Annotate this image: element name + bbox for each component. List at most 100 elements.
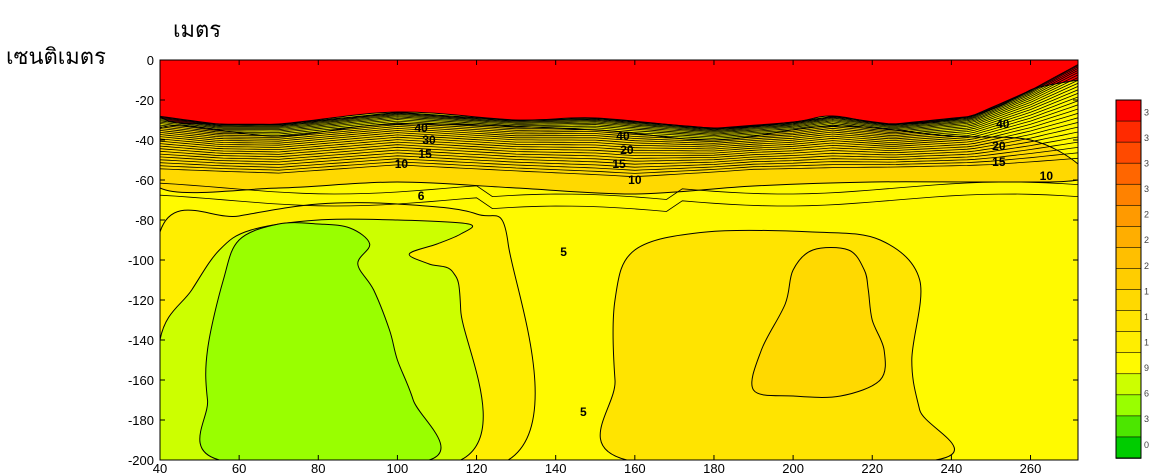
- contour-line-8: [160, 77, 1078, 135]
- contour-region-4: [199, 222, 442, 460]
- contour-regions: [160, 60, 1078, 460]
- y-tick-label-6: -120: [128, 293, 154, 308]
- colorbar-tick-label-2: 3: [1144, 158, 1149, 168]
- contour-line-16: [160, 104, 1078, 148]
- contour-line-3: [160, 66, 1078, 130]
- contour-line-25: [160, 147, 1078, 171]
- colorbar-swatch-14: [1115, 394, 1142, 417]
- contour-line-10: [160, 82, 1078, 138]
- contour-line-20: [160, 122, 1078, 157]
- contour-line-24: [160, 141, 1078, 168]
- y-tick-label-7: -140: [128, 333, 154, 348]
- contour-line-9: [160, 79, 1078, 137]
- y-axis: 0 -20 -40 -60 -80 -100 -120 -140 -160 -180 -200: [128, 53, 1078, 468]
- colorbar-swatch-3: [1115, 162, 1142, 186]
- y-tick-label-10: -200: [128, 453, 154, 468]
- contour-line-13: [160, 92, 1078, 143]
- colorbar-swatch-16: [1115, 436, 1142, 459]
- contour-line-11: [160, 86, 1078, 139]
- contour-line-26: [160, 152, 1078, 174]
- contour-label-7: 40: [616, 129, 630, 143]
- contour-line-17: [160, 108, 1078, 150]
- x-tick-label-7: 180: [703, 461, 725, 475]
- contour-label-14: 10: [1040, 169, 1054, 183]
- y-tick-label-2: -40: [135, 133, 154, 148]
- x-axis: 40 60 80 100 120 140 160 180 200 220 240 260: [153, 60, 1042, 475]
- contour-line-5: [160, 70, 1078, 132]
- y-tick-label-4: -80: [135, 213, 154, 228]
- contour-line-22: [160, 131, 1078, 162]
- colorbar-tick-label-6: 2: [1144, 261, 1149, 271]
- contour-label-0: 40: [414, 121, 428, 135]
- contour-label-11: 40: [996, 117, 1010, 131]
- colorbar-swatch-0: [1115, 99, 1142, 122]
- contour-line-4: [160, 68, 1078, 131]
- colorbar-swatch-15: [1115, 415, 1142, 438]
- colorbar-swatch-12: [1115, 352, 1142, 375]
- contour-label-1: 30: [422, 133, 436, 147]
- colorbar-tick-label-12: 3: [1144, 414, 1149, 424]
- contour-line-15: [160, 100, 1078, 146]
- y-tick-label-3: -60: [135, 173, 154, 188]
- contour-label-3: 10: [395, 157, 409, 171]
- contour-line-2: [160, 65, 1078, 130]
- colorbar-tick-label-13: 0: [1144, 440, 1149, 450]
- contour-label-13: 15: [992, 155, 1006, 169]
- x-tick-label-2: 80: [311, 461, 325, 475]
- x-tick-label-4: 120: [466, 461, 488, 475]
- y-axis-label: เซนติเมตร: [6, 45, 106, 70]
- colorbar-tick-label-5: 2: [1144, 235, 1149, 245]
- colorbar-swatch-11: [1115, 331, 1142, 354]
- x-tick-label-8: 200: [782, 461, 804, 475]
- colorbar-swatch-10: [1115, 310, 1142, 333]
- x-tick-label-11: 260: [1020, 461, 1042, 475]
- x-tick-label-9: 220: [861, 461, 883, 475]
- contour-label-10: 10: [628, 173, 642, 187]
- contour-line-18: [160, 112, 1078, 152]
- contour-lines: [160, 64, 1078, 212]
- colorbar-swatch-5: [1115, 204, 1142, 228]
- contour-line-mid-1: [160, 193, 1078, 212]
- colorbar-swatch-7: [1115, 247, 1142, 270]
- colorbar-tick-label-9: 1: [1144, 337, 1149, 347]
- contour-line-6: [160, 72, 1078, 133]
- contour-label-9: 15: [612, 157, 626, 171]
- contour-label-6: 5: [580, 405, 587, 419]
- y-tick-label-0: 0: [147, 53, 154, 68]
- contour-line-27: [160, 157, 1078, 178]
- x-tick-label-3: 100: [387, 461, 409, 475]
- y-tick-label-8: -160: [128, 373, 154, 388]
- contour-line-7: [160, 74, 1078, 134]
- colorbar-swatch-6: [1115, 226, 1142, 249]
- y-tick-label-1: -20: [135, 93, 154, 108]
- contour-label-4: 6: [418, 189, 425, 203]
- y-tick-label-5: -100: [128, 253, 154, 268]
- colorbar-legend: 3 3 3 3 2 2 2 1 1 1 9 6 3 0: [1115, 99, 1149, 459]
- colorbar-tick-label-7: 1: [1144, 286, 1149, 296]
- contour-line-19: [160, 117, 1078, 154]
- contour-label-8: 20: [620, 143, 634, 157]
- colorbar-swatch-2: [1115, 141, 1142, 164]
- contour-label-5: 5: [560, 245, 567, 259]
- colorbar-swatch-1: [1115, 120, 1142, 143]
- contour-line-14: [160, 96, 1078, 144]
- colorbar-frame: [1115, 99, 1142, 459]
- contour-label-2: 15: [418, 147, 432, 161]
- contour-line-21: [160, 126, 1078, 159]
- contour-line-mid-0: [160, 181, 1078, 200]
- colorbar-tick-label-0: 3: [1144, 107, 1149, 117]
- contour-line-12: [160, 89, 1078, 141]
- colorbar-tick-label-4: 2: [1144, 210, 1149, 220]
- x-tick-label-5: 140: [545, 461, 567, 475]
- x-tick-label-1: 60: [232, 461, 246, 475]
- colorbar-tick-label-3: 3: [1144, 184, 1149, 194]
- x-tick-label-6: 160: [624, 461, 646, 475]
- contour-line-1: [160, 64, 1078, 129]
- x-axis-label: เมตร: [173, 18, 221, 43]
- colorbar-tick-label-8: 1: [1144, 312, 1149, 322]
- contour-region-6: [751, 247, 886, 398]
- contour-label-12: 20: [992, 139, 1006, 153]
- colorbar-swatch-8: [1115, 268, 1142, 291]
